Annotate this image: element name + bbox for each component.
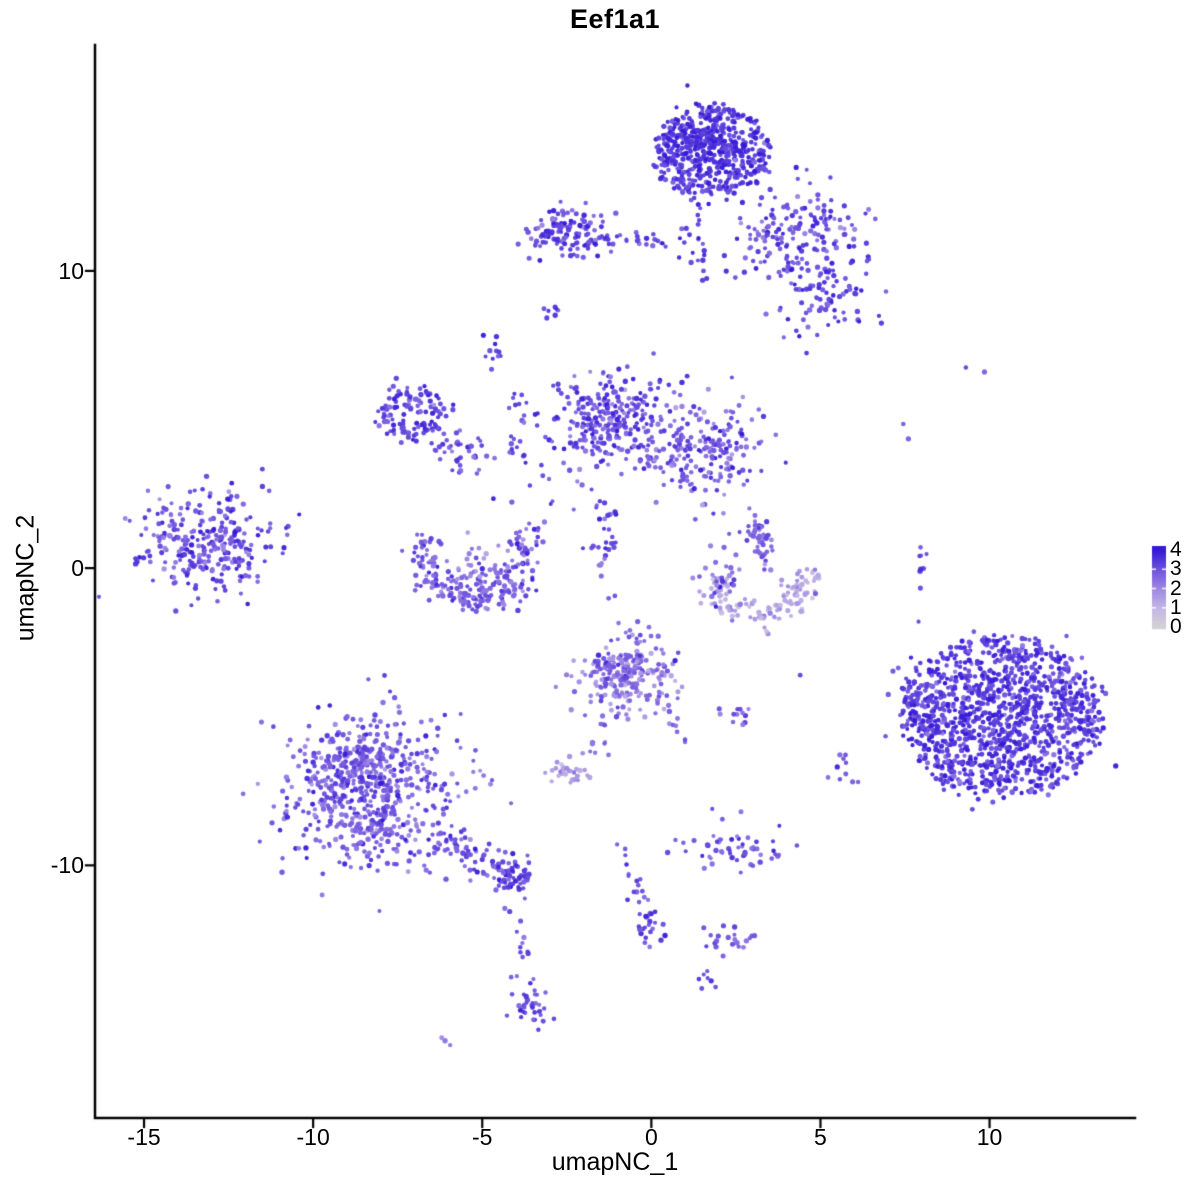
x-tick-label: -5 (472, 1124, 493, 1150)
x-tick-label: -10 (296, 1124, 330, 1150)
legend-tick-label: 3 (1170, 557, 1182, 581)
y-tick-label: -10 (50, 852, 84, 879)
x-tick-label: 5 (814, 1124, 827, 1150)
legend-tick-label: 0 (1170, 615, 1182, 638)
x-axis-label: umapNC_1 (551, 1148, 679, 1176)
x-tick-label: -15 (127, 1124, 161, 1150)
plot-title: Eef1a1 (569, 4, 661, 34)
legend-tick-label: 4 (1170, 538, 1182, 561)
y-tick-label: 0 (71, 555, 84, 582)
x-tick-label: 0 (644, 1124, 658, 1150)
legend-tick-label: 1 (1170, 595, 1182, 619)
y-tick-label: 10 (58, 257, 84, 284)
x-tick-label: 10 (976, 1124, 1003, 1150)
legend-tick-label: 2 (1170, 576, 1182, 600)
